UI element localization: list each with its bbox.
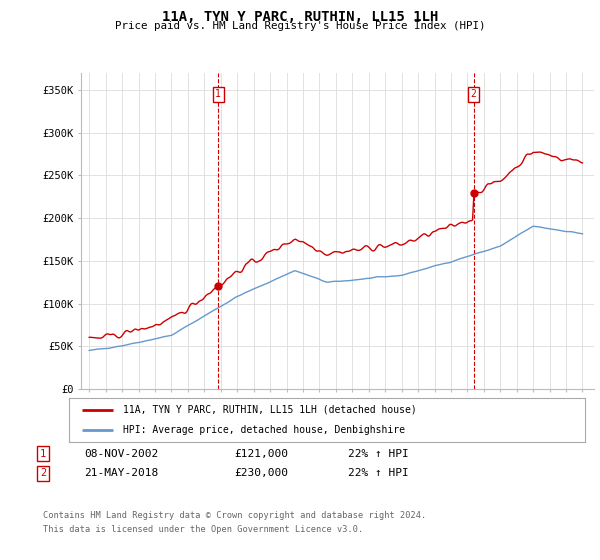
Text: 1: 1 xyxy=(215,89,221,99)
Text: This data is licensed under the Open Government Licence v3.0.: This data is licensed under the Open Gov… xyxy=(43,525,364,534)
Text: Contains HM Land Registry data © Crown copyright and database right 2024.: Contains HM Land Registry data © Crown c… xyxy=(43,511,427,520)
Text: 21-MAY-2018: 21-MAY-2018 xyxy=(84,468,158,478)
Text: 08-NOV-2002: 08-NOV-2002 xyxy=(84,449,158,459)
Text: 2: 2 xyxy=(471,89,476,99)
Text: HPI: Average price, detached house, Denbighshire: HPI: Average price, detached house, Denb… xyxy=(123,425,405,435)
Text: 11A, TYN Y PARC, RUTHIN, LL15 1LH (detached house): 11A, TYN Y PARC, RUTHIN, LL15 1LH (detac… xyxy=(123,405,417,415)
Text: Price paid vs. HM Land Registry's House Price Index (HPI): Price paid vs. HM Land Registry's House … xyxy=(115,21,485,31)
Text: £121,000: £121,000 xyxy=(234,449,288,459)
Text: 22% ↑ HPI: 22% ↑ HPI xyxy=(348,449,409,459)
Text: 1: 1 xyxy=(40,449,46,459)
Text: 22% ↑ HPI: 22% ↑ HPI xyxy=(348,468,409,478)
Text: 2: 2 xyxy=(40,468,46,478)
Text: 11A, TYN Y PARC, RUTHIN, LL15 1LH: 11A, TYN Y PARC, RUTHIN, LL15 1LH xyxy=(162,10,438,24)
Text: £230,000: £230,000 xyxy=(234,468,288,478)
